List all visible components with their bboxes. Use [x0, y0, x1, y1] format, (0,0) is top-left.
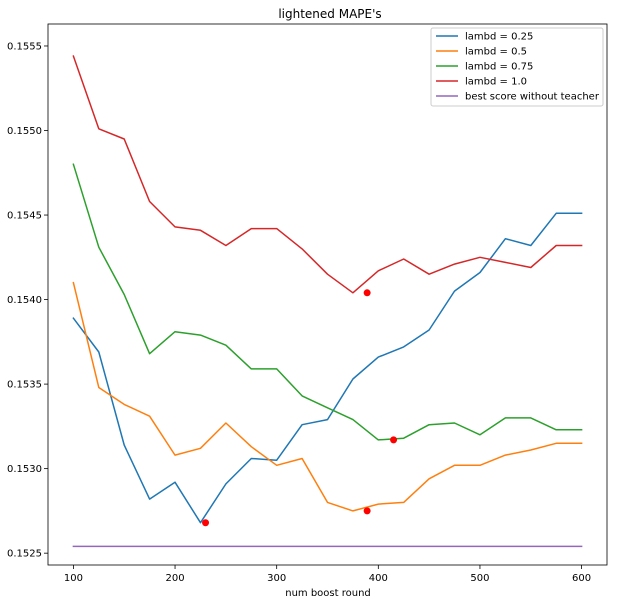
- x-axis-title: num boost round: [285, 588, 371, 599]
- min-point-marker-1: [202, 519, 210, 527]
- x-axis-ticks: 100 200 300 400 500 600: [64, 565, 591, 584]
- plot-lines: [72, 55, 583, 548]
- min-point-marker-4: [363, 289, 371, 297]
- y-tick-label-6: 0.1550: [7, 126, 42, 137]
- y-tick-label-5: 0.1545: [7, 211, 42, 222]
- min-point-marker-2: [363, 507, 371, 515]
- legend-box: [430, 27, 604, 107]
- series-line-1: [72, 212, 583, 524]
- legend-items: lambd = 0.25 lambd = 0.5 lambd = 0.75 lambd…: [436, 32, 600, 103]
- min-point-marker-3: [390, 436, 398, 444]
- y-tick-label-1: 0.1525: [7, 549, 42, 560]
- x-tick-label-4: 400: [369, 573, 388, 584]
- legend: lambd = 0.25 lambd = 0.5 lambd = 0.75 lambd…: [430, 27, 604, 107]
- series-line-3: [72, 163, 583, 441]
- x-tick-label-2: 200: [165, 573, 184, 584]
- chart-title: lightened MAPE's: [278, 7, 381, 21]
- legend-label-1: lambd = 0.25: [465, 32, 533, 43]
- series-line-2: [72, 281, 583, 512]
- legend-label-2: lambd = 0.5: [465, 47, 527, 58]
- plot-frame: [47, 23, 608, 566]
- legend-label-5: best score without teacher: [465, 92, 600, 103]
- legend-label-3: lambd = 0.75: [465, 62, 533, 73]
- y-tick-label-2: 0.1530: [7, 464, 42, 475]
- legend-label-4: lambd = 1.0: [465, 77, 527, 88]
- y-axis-ticks: 0.1525 0.1530 0.1535 0.1540 0.1545 0.1550 0.15…: [7, 41, 48, 560]
- series-line-4: [72, 55, 583, 294]
- x-tick-label-1: 100: [64, 573, 83, 584]
- y-tick-label-4: 0.1540: [7, 295, 42, 306]
- x-tick-label-6: 600: [572, 573, 591, 584]
- plot-markers: [202, 289, 398, 527]
- y-tick-label-3: 0.1535: [7, 380, 42, 391]
- x-tick-label-5: 500: [470, 573, 489, 584]
- y-tick-label-7: 0.1555: [7, 41, 42, 52]
- x-tick-label-3: 300: [267, 573, 286, 584]
